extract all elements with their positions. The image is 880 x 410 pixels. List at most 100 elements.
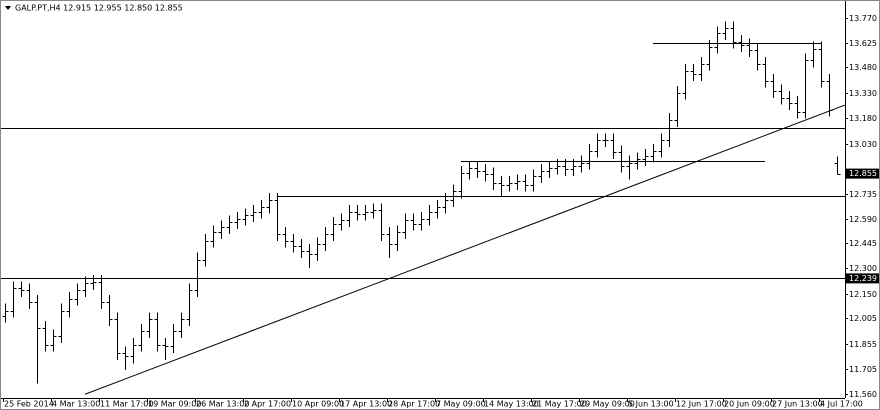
x-tick-label: 28 Apr 17:00	[388, 400, 440, 409]
ohlc-bar	[594, 133, 601, 158]
ohlc-bar	[130, 337, 137, 364]
x-tick-label: 4 Jul 17:00	[820, 400, 863, 409]
y-tick-label: 11.705	[849, 365, 877, 374]
ohlc-bar	[706, 40, 713, 71]
y-tick-label: 12.150	[849, 290, 877, 299]
ohlc-bar	[386, 227, 393, 258]
ohlc-bar	[818, 41, 825, 88]
x-tick-label: 11 Mar 17:00	[100, 400, 153, 409]
x-tick-label: 4 Mar 13:00	[52, 400, 100, 409]
trend-line	[84, 104, 846, 395]
y-tick-label: 12.590	[849, 215, 877, 224]
title-arrow	[5, 6, 11, 10]
ohlc-bar	[274, 193, 281, 241]
ohlc-bar	[74, 283, 81, 306]
ohlc-bar	[554, 159, 561, 175]
ohlc-bar	[410, 213, 417, 231]
price-label-box	[846, 168, 879, 179]
price-label-box	[846, 273, 879, 284]
ohlc-bar	[402, 213, 409, 240]
x-tick-label: 26 Mar 13:00	[196, 400, 249, 409]
ohlc-bar	[658, 133, 665, 158]
x-tick-label: 25 Feb 2014	[4, 400, 54, 409]
ohlc-bar	[642, 148, 649, 166]
ohlc-bar	[202, 233, 209, 267]
ohlc-bar	[458, 165, 465, 199]
ohlc-bar	[778, 84, 785, 105]
ohlc-bar	[762, 57, 769, 88]
ohlc-bar	[714, 26, 721, 54]
ohlc-bar	[282, 227, 289, 248]
ohlc-bar	[722, 21, 729, 41]
ohlc-bar	[730, 21, 737, 49]
ohlc-bar	[10, 281, 17, 318]
ohlc-bar	[378, 203, 385, 241]
ohlc-bar	[42, 320, 49, 352]
ohlc-bar	[666, 113, 673, 148]
x-tick-label: 7 May 09:00	[436, 400, 486, 409]
ohlc-bar	[346, 205, 353, 228]
x-tick-label: 19 Mar 09:00	[148, 400, 201, 409]
x-tick-label: 29 May 09:00	[580, 400, 635, 409]
ohlc-bar	[186, 283, 193, 326]
ohlc-bar	[370, 203, 377, 219]
ohlc-bar	[162, 337, 169, 360]
x-tick-label: 2 Apr 17:00	[244, 400, 291, 409]
ohlc-bar	[634, 152, 641, 170]
ohlc-bar	[218, 220, 225, 240]
ohlc-bar	[146, 312, 153, 338]
x-tick-label: 5 Jun 13:00	[628, 400, 674, 409]
chart-title: GALP.PT,H4 12.915 12.955 12.850 12.855	[15, 4, 183, 13]
ohlc-bar	[418, 211, 425, 231]
y-tick-label: 13.480	[849, 63, 877, 72]
ohlc-bar	[586, 143, 593, 170]
price-label: 12.239	[849, 274, 877, 283]
ohlc-bar	[290, 233, 297, 253]
ohlc-bar	[682, 63, 689, 100]
ohlc-bar	[98, 274, 105, 309]
x-tick-label: 21 May 17:00	[532, 400, 587, 409]
ohlc-bar	[250, 205, 257, 223]
x-tick-label: 12 Jun 17:00	[676, 400, 727, 409]
ohlc-bar	[498, 176, 505, 197]
ohlc-bar	[394, 225, 401, 252]
ohlc-bar	[602, 133, 609, 148]
ohlc-bar	[450, 184, 457, 207]
ohlc-bar	[794, 96, 801, 119]
y-tick-label: 12.445	[849, 239, 877, 248]
ohlc-bar	[522, 174, 529, 192]
ohlc-bar	[138, 324, 145, 352]
y-tick-label: 13.180	[849, 114, 877, 123]
ohlc-bar	[466, 160, 473, 180]
ohlc-bar	[314, 237, 321, 262]
y-tick-label: 12.735	[849, 190, 877, 199]
ohlc-bar	[338, 213, 345, 231]
ohlc-bar	[18, 281, 25, 297]
ohlc-bar	[506, 176, 513, 192]
ohlc-bar	[482, 164, 489, 182]
y-tick-label: 12.300	[849, 264, 877, 273]
ohlc-bar	[650, 143, 657, 163]
ohlc-bar	[426, 205, 433, 226]
y-tick-label: 13.330	[849, 89, 877, 98]
ohlc-bar	[826, 74, 833, 117]
y-tick-label: 13.030	[849, 140, 877, 149]
ohlc-bar	[194, 252, 201, 297]
ohlc-bar	[610, 133, 617, 160]
ohlc-bar	[234, 211, 241, 229]
ohlc-bar	[562, 159, 569, 177]
y-tick-label: 11.855	[849, 340, 877, 349]
ohlc-bar	[810, 41, 817, 68]
ohlc-bar	[34, 295, 41, 384]
ohlc-bar	[514, 174, 521, 190]
ohlc-bar	[258, 199, 265, 219]
x-tick-label: 17 Apr 13:00	[340, 400, 392, 409]
y-tick-label: 13.770	[849, 14, 877, 23]
ohlc-bar	[546, 160, 553, 178]
y-tick-label: 12.005	[849, 314, 877, 323]
ohlc-bar	[738, 34, 745, 52]
ohlc-bar	[322, 227, 329, 252]
ohlc-bar	[242, 208, 249, 226]
ohlc-bar	[90, 274, 97, 291]
